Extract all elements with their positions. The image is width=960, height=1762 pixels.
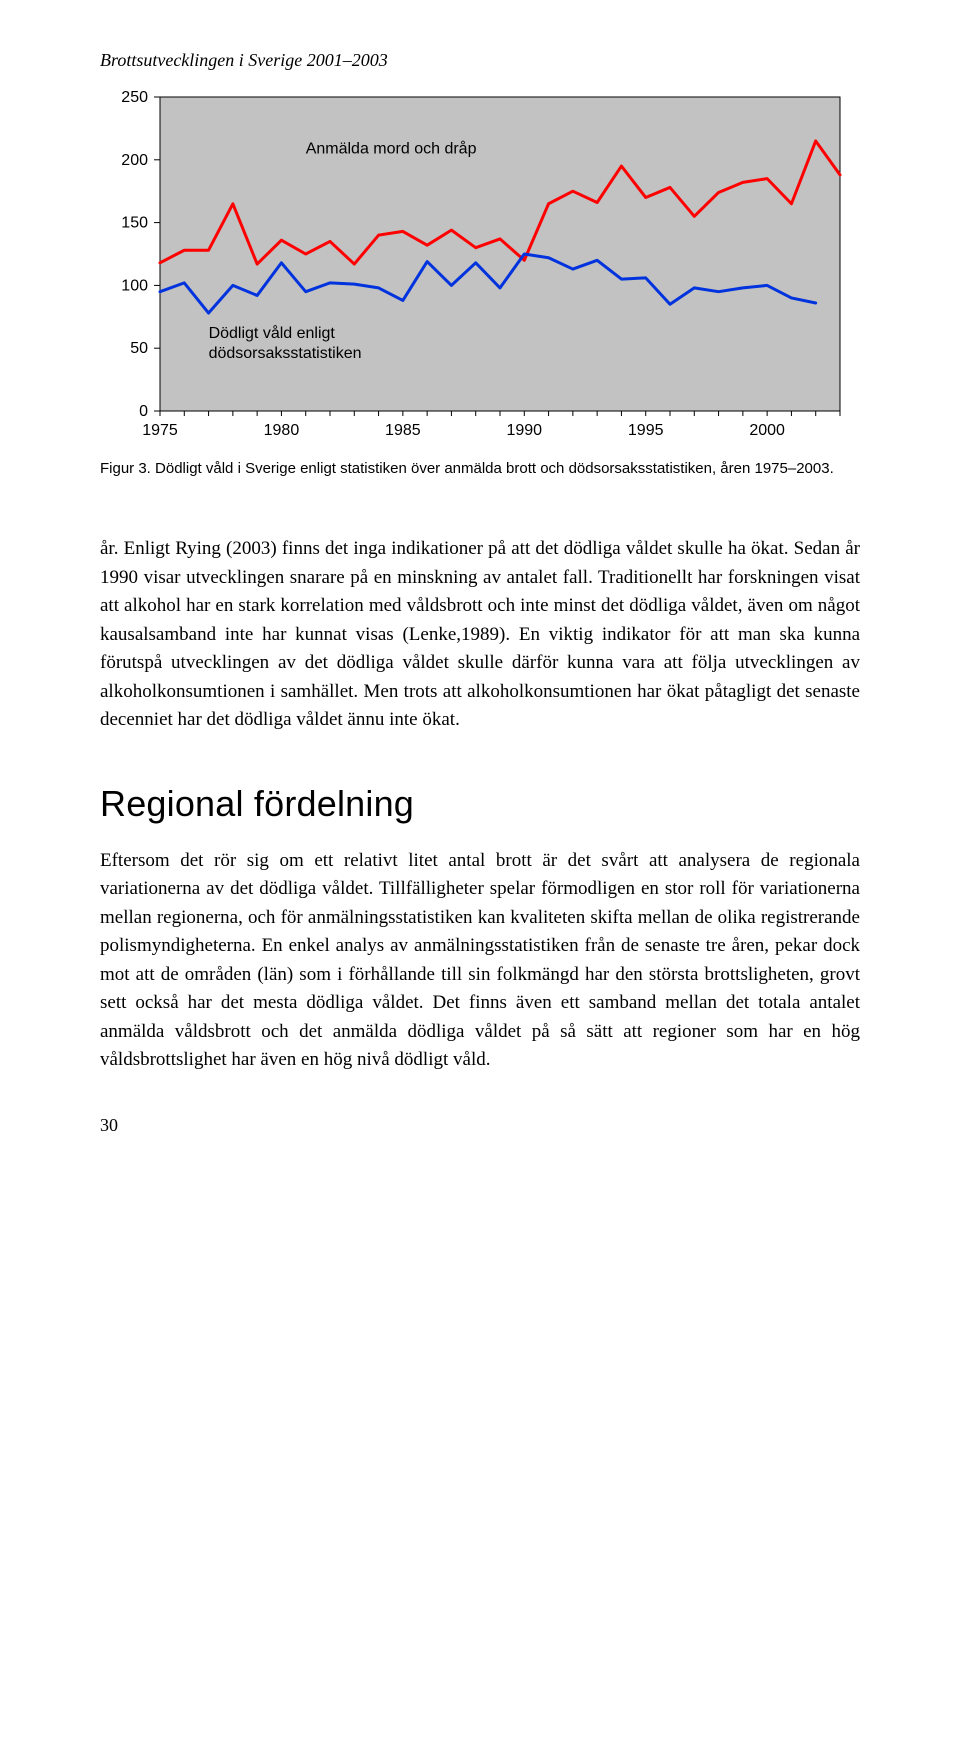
svg-text:dödsorsaksstatistiken: dödsorsaksstatistiken: [209, 345, 362, 362]
page-number: 30: [100, 1115, 860, 1136]
svg-text:Dödligt våld enligt: Dödligt våld enligt: [209, 324, 336, 342]
svg-text:150: 150: [121, 215, 148, 232]
svg-text:0: 0: [139, 403, 148, 420]
svg-text:Anmälda mord och dråp: Anmälda mord och dråp: [306, 140, 477, 158]
svg-text:50: 50: [130, 340, 148, 357]
line-chart: 0 50 100 150 200 250 1975 1980 1985 1990 1995 2000 A…: [100, 91, 860, 451]
svg-text:200: 200: [121, 152, 148, 169]
svg-text:1990: 1990: [506, 422, 542, 439]
chart-svg: 0 50 100 150 200 250 1975 1980 1985 1990 1995 2000 A…: [100, 91, 860, 451]
svg-text:1980: 1980: [264, 422, 300, 439]
body-paragraph-1: år. Enligt Rying (2003) finns det inga i…: [100, 535, 860, 735]
svg-text:250: 250: [121, 91, 148, 106]
svg-text:1985: 1985: [385, 422, 421, 439]
svg-text:2000: 2000: [749, 422, 785, 439]
section-heading: Regional fördelning: [100, 783, 860, 825]
svg-text:1995: 1995: [628, 422, 664, 439]
body-paragraph-2: Eftersom det rör sig om ett relativt lit…: [100, 847, 860, 1075]
svg-text:1975: 1975: [142, 422, 178, 439]
figure-caption: Figur 3. Dödligt våld i Sverige enligt s…: [100, 459, 860, 479]
running-head: Brottsutvecklingen i Sverige 2001–2003: [100, 50, 860, 71]
svg-text:100: 100: [121, 277, 148, 294]
